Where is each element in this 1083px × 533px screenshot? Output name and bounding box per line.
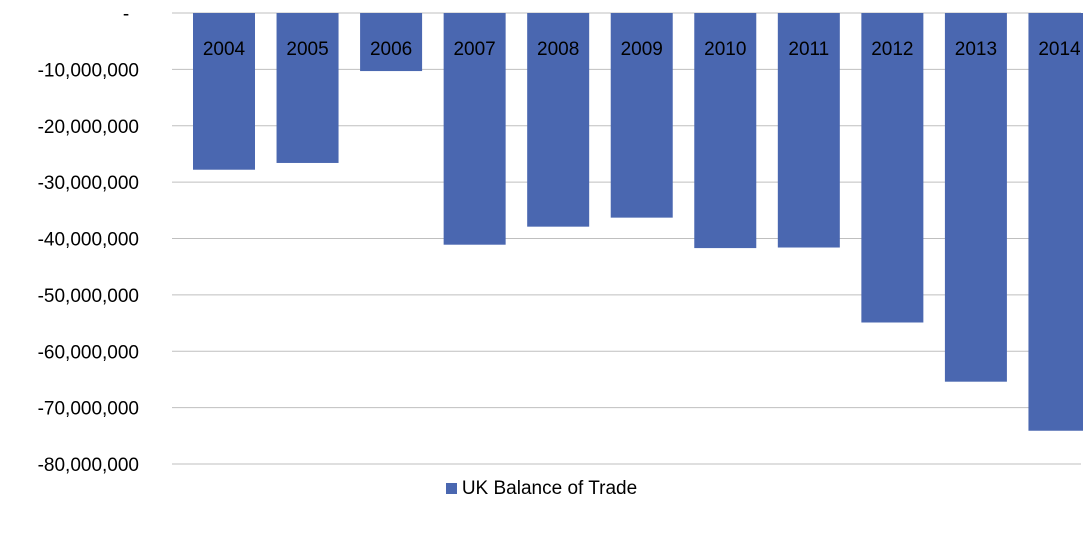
x-tick-label: 2011	[788, 39, 829, 60]
y-tick-label: -10,000,000	[38, 60, 139, 81]
y-tick-label: -70,000,000	[38, 399, 139, 420]
x-tick-label: 2013	[955, 39, 997, 60]
y-tick-label: -30,000,000	[38, 173, 139, 194]
x-tick-label: 2005	[286, 39, 328, 60]
legend-swatch	[445, 482, 457, 494]
bar-2012	[861, 13, 924, 323]
legend-label: UK Balance of Trade	[461, 478, 638, 499]
bar-2006	[360, 13, 423, 72]
x-tick-label: 2007	[453, 39, 495, 60]
x-tick-label: 2006	[370, 39, 412, 60]
x-tick-label: 2004	[203, 39, 246, 60]
y-tick-label: -	[123, 4, 129, 25]
bar-2014	[1028, 13, 1083, 431]
bar-2013	[944, 13, 1007, 382]
y-tick-label: -80,000,000	[38, 455, 139, 476]
bar-2010	[694, 13, 757, 249]
y-axis-tick-labels: - -10,000,000 -20,000,000 -30,000,000 -40,00…	[38, 4, 139, 476]
x-tick-label: 2009	[621, 39, 663, 60]
y-tick-label: -50,000,000	[38, 286, 139, 307]
bar-2008	[527, 13, 590, 227]
bar-2005	[276, 13, 339, 163]
bar-2007	[443, 13, 506, 245]
x-tick-label: 2014	[1038, 39, 1081, 60]
y-tick-label: -40,000,000	[38, 230, 139, 251]
bar-2009	[610, 13, 673, 218]
bar-2011	[777, 13, 840, 248]
x-tick-label: 2012	[871, 39, 913, 60]
legend: UK Balance of Trade	[0, 478, 1083, 500]
y-tick-label: -60,000,000	[38, 342, 139, 363]
x-tick-label: 2008	[537, 39, 579, 60]
x-axis-tick-labels: 2004 2005 2006 2007 2008 2009 2010 2011 2012 2013…	[203, 39, 1081, 60]
y-tick-label: -20,000,000	[38, 117, 139, 138]
bars	[193, 13, 1083, 431]
x-tick-label: 2010	[704, 39, 746, 60]
bar-2004	[193, 13, 255, 170]
